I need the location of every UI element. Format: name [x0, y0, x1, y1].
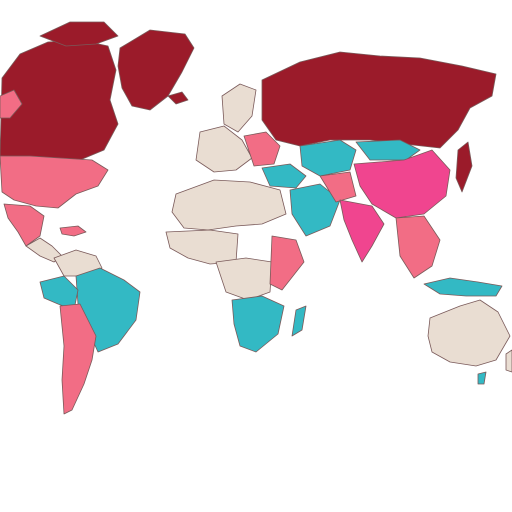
region-north-africa: [171, 179, 287, 231]
region-central-africa: [215, 257, 273, 301]
region-east-africa: [269, 235, 305, 291]
region-caribbean: [59, 225, 87, 237]
region-indonesia: [423, 277, 503, 297]
region-china: [353, 149, 451, 219]
region-west-africa: [165, 229, 239, 265]
region-india: [339, 199, 385, 263]
region-central-asia: [319, 171, 357, 203]
region-new-zealand: [505, 349, 512, 373]
region-tasmania: [477, 371, 487, 385]
region-mexico: [3, 203, 45, 247]
region-southern-africa: [231, 295, 285, 353]
region-mongolia: [355, 139, 421, 161]
region-turkey: [261, 163, 307, 189]
region-eastern-europe: [243, 131, 281, 167]
region-australia: [427, 299, 511, 367]
region-western-europe: [195, 125, 253, 173]
region-kazakhstan: [299, 139, 357, 177]
region-argentina: [59, 303, 97, 415]
region-japan: [455, 141, 473, 193]
region-southeast-asia: [395, 215, 441, 279]
region-arabia: [289, 183, 341, 237]
region-scandinavia: [221, 83, 257, 133]
region-usa: [0, 155, 109, 209]
region-madagascar: [291, 305, 307, 337]
region-iceland: [167, 91, 189, 105]
region-alaska: [0, 89, 23, 119]
region-russia: [261, 51, 497, 149]
region-arctic-islands: [39, 21, 119, 47]
